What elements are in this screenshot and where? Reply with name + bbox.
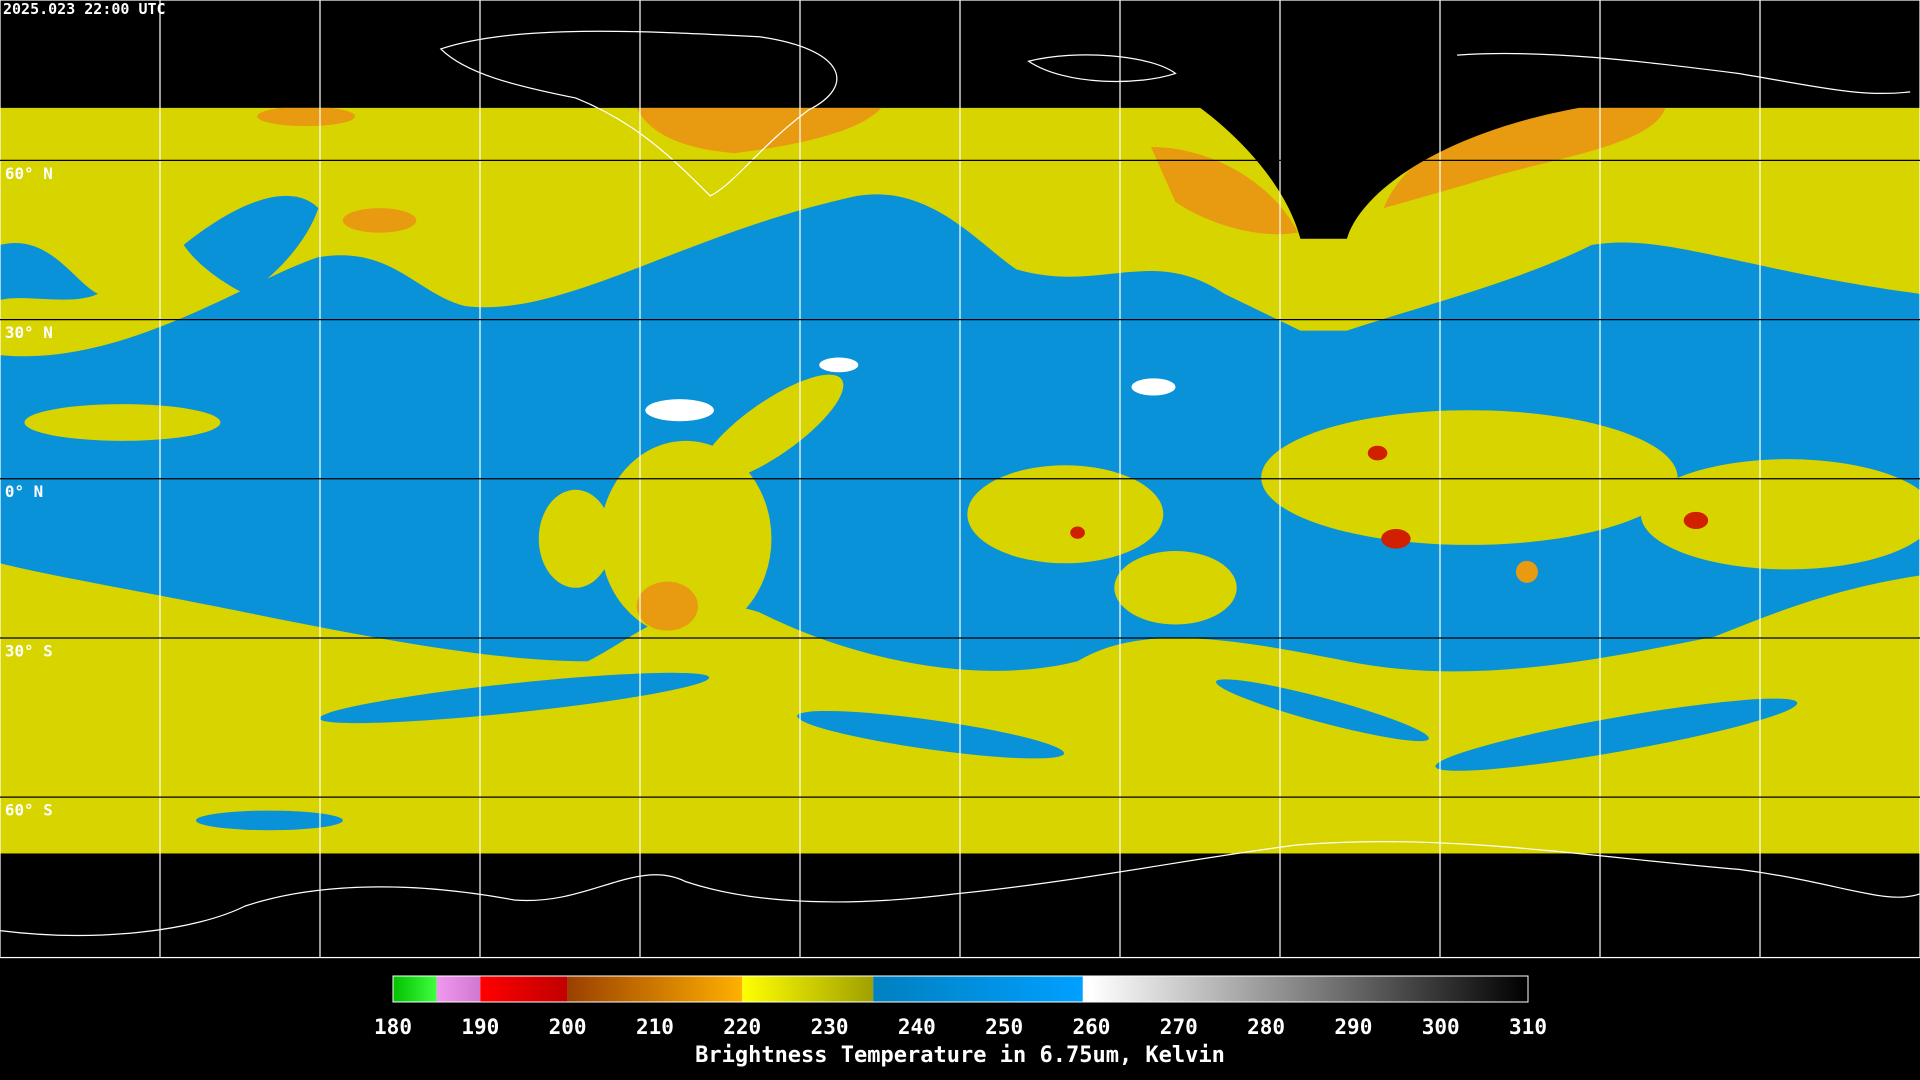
- imagery-yellow: [699, 374, 844, 483]
- imagery-yellow: [1114, 551, 1237, 625]
- map: 60° N 30° N 0° N 30° S 60° S: [0, 0, 1920, 959]
- latitude-label: 30° N: [5, 323, 53, 342]
- colorbar-segment: [1091, 976, 1528, 1002]
- colorbar-segment: [480, 976, 568, 1002]
- imagery-red: [1070, 526, 1085, 539]
- colorbar: 180 190 200 210 220 230 240 250 260 270 280 290 300 3…: [374, 975, 1547, 1039]
- imagery-red: [1381, 528, 1411, 549]
- coastline: [1457, 52, 1911, 95]
- imagery-white: [645, 399, 714, 422]
- latitude-label: 30° S: [5, 641, 53, 660]
- colorbar-tick-label: 240: [898, 1015, 936, 1039]
- imagery-orange: [1515, 560, 1538, 583]
- colorbar-segment: [873, 976, 1083, 1002]
- colorbar-tick-label: 260: [1072, 1015, 1110, 1039]
- colorbar-tick-label: 250: [985, 1015, 1023, 1039]
- map-frame: [0, 0, 1920, 959]
- imagery-yellow: [538, 489, 613, 588]
- coastline: [1027, 54, 1177, 83]
- coastline: [0, 840, 1920, 937]
- colorbar-tick-label: 290: [1334, 1015, 1372, 1039]
- colorbar-tick-label: 300: [1422, 1015, 1460, 1039]
- colorbar-tick-label: 210: [636, 1015, 674, 1039]
- imagery-red: [1367, 445, 1388, 461]
- imagery-orange: [342, 208, 417, 233]
- colorbar-tick-label: 200: [549, 1015, 587, 1039]
- imagery-yellow: [24, 404, 221, 441]
- imagery-orange: [636, 581, 698, 631]
- latitude-label: 0° N: [5, 482, 43, 501]
- imagery-yellow: [600, 440, 772, 637]
- coastlines: [0, 30, 1920, 937]
- imagery-blue: [1215, 679, 1429, 742]
- colorbar-tick-label: 220: [723, 1015, 761, 1039]
- imagery-yellow: [1261, 410, 1678, 545]
- colorbar-segment: [436, 976, 481, 1002]
- imagery-blue: [195, 810, 343, 831]
- imagery-blue: [797, 710, 1065, 759]
- imagery-blue: [319, 672, 710, 724]
- imagery-blue: [183, 195, 319, 294]
- colorbar-tick-label: 230: [811, 1015, 849, 1039]
- imagery-orange: [636, 107, 882, 154]
- imagery-white: [819, 357, 859, 373]
- imagery-orange: [257, 106, 356, 127]
- imagery-red: [1683, 511, 1709, 529]
- imagery-blue: [1435, 698, 1798, 771]
- latitude-label: 60° N: [5, 164, 53, 183]
- latitude-label: 60° S: [5, 801, 53, 820]
- imagery-blue: [0, 242, 98, 301]
- colorbar-tick-label: 310: [1509, 1015, 1547, 1039]
- colorbar-segment: [742, 976, 874, 1002]
- colorbar-tick-label: 180: [374, 1015, 412, 1039]
- colorbar-title: Brightness Temperature in 6.75um, Kelvin: [695, 1043, 1225, 1068]
- coastline: [439, 30, 838, 197]
- colorbar-segment: [567, 976, 743, 1002]
- imagery-yellow: [967, 465, 1164, 564]
- imagery-orange: [1151, 146, 1298, 235]
- colorbar-tick-label: 280: [1247, 1015, 1285, 1039]
- imagery-white: [1131, 378, 1176, 396]
- colorbar-frame: [392, 975, 1529, 1003]
- colorbar-tick-label: 270: [1160, 1015, 1198, 1039]
- imagery-orange: [1383, 107, 1666, 209]
- imagery-yellow: [1640, 459, 1920, 570]
- colorbar-segment: [393, 976, 437, 1002]
- timestamp: 2025.023 22:00 UTC: [3, 0, 166, 18]
- colorbar-tick-label: 190: [461, 1015, 499, 1039]
- graticule: 60° N 30° N 0° N 30° S 60° S: [0, 0, 1920, 959]
